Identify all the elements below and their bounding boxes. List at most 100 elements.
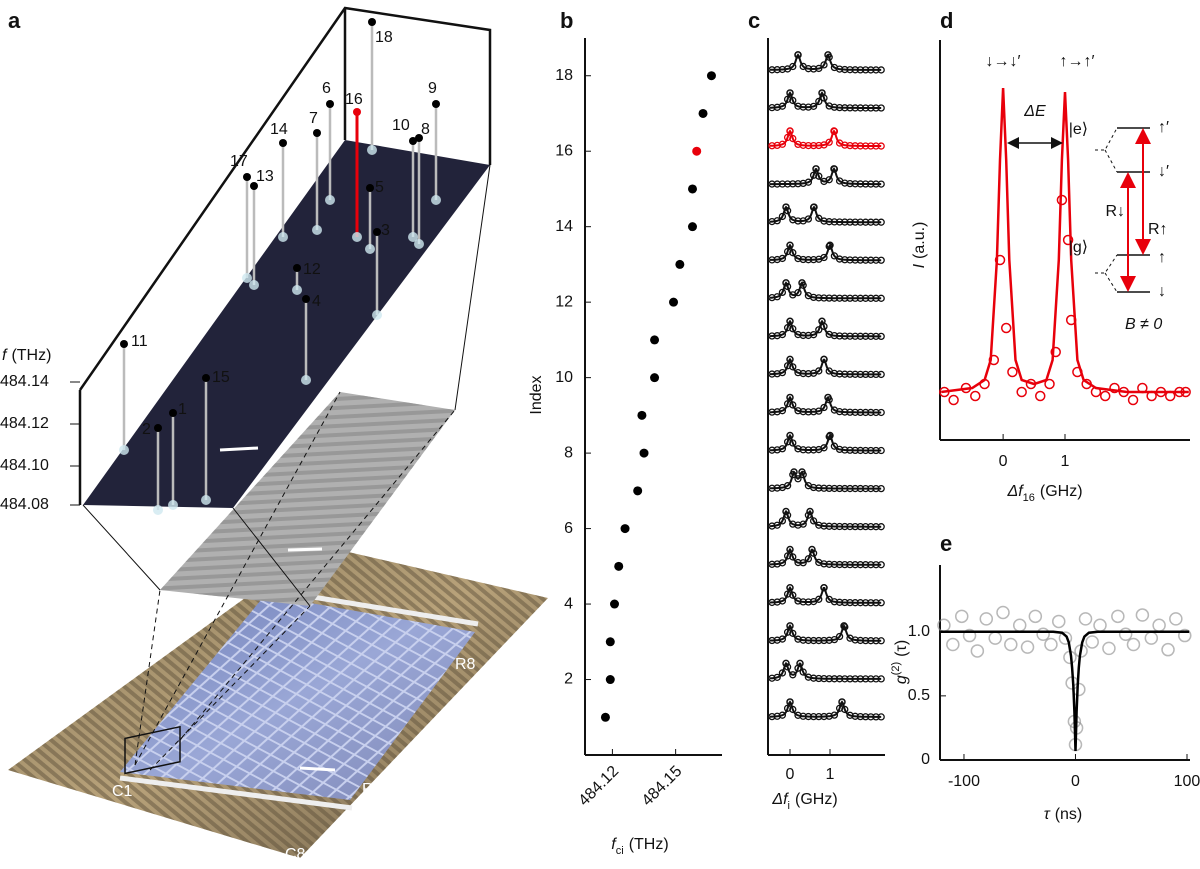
spectrum-marker [789,671,797,679]
spectrum-marker [841,104,849,112]
peak [838,698,846,706]
spectrum-marker [861,522,870,531]
peak [794,51,802,59]
spectrum-marker [794,140,802,149]
peak [782,203,790,211]
spectrum-marker [778,140,787,148]
pin-label: 7 [309,110,318,127]
peak [786,545,794,554]
y-axis-label-part: (τ) [893,640,910,657]
spectrum-marker [877,484,885,493]
x-axis-label-part: τ [1044,806,1051,823]
spectrum-marker [794,445,802,453]
spectrum-marker [820,294,828,302]
pin-spot [249,280,259,290]
annotation: ↓′ [1158,163,1169,180]
spectrum-marker [856,142,865,150]
point [979,612,994,626]
y-tick-label: 10 [555,369,573,386]
spectrum-marker [835,332,844,340]
spectrum-marker [804,331,813,340]
spectrum-marker [841,65,849,74]
spectrum-marker [851,712,859,720]
spectrum-marker [846,294,854,302]
point [962,628,977,643]
x-axis-label-part: (GHz) [1040,483,1083,500]
spectrum-marker [861,408,870,417]
spectrum-marker [872,446,880,455]
spectrum-marker [768,446,776,454]
pin-head [243,173,251,181]
point [706,71,716,81]
spectrum-marker [856,599,865,607]
spectrum-marker [789,363,797,371]
spectrum-marker [820,403,828,412]
pin-head [373,228,381,236]
spectrum-marker [851,599,859,607]
spectrum-marker [835,218,844,226]
spectrum-marker [846,332,854,340]
pin-label: 18 [375,29,393,46]
pin-label: 3 [381,222,390,239]
spectrum-marker [804,673,813,681]
spectrum-marker [809,674,818,682]
spectrum-marker [815,595,823,603]
spectrum-marker [809,408,818,416]
spectrum-marker [856,561,865,569]
spectrum-marker [799,668,807,676]
spectrum-marker [841,675,849,683]
point [1102,641,1116,656]
spectrum-marker [877,294,885,302]
box-frame [78,6,492,505]
point [633,486,643,496]
spectrum-marker [841,705,849,714]
tick-label: 484.14 [0,373,49,390]
spectrum-marker [815,367,823,375]
x-tick-label: 1 [1061,453,1070,470]
peak [826,241,834,249]
x-axis-label: Δf16 (GHz) [1006,483,1082,504]
spectrum-marker [846,141,854,150]
point [1161,642,1175,657]
spectrum-marker [820,444,828,452]
point [605,675,615,685]
x-axis-label-part: f [611,836,617,853]
spectrum-marker [768,636,776,645]
spectrum-marker [830,635,839,644]
spectrum-marker [815,97,823,106]
pin-head [120,340,128,348]
peak [808,545,816,554]
pin-label: 15 [212,369,230,386]
peak [786,431,794,440]
tick-label: 484.10 [0,457,49,474]
spectrum-marker [799,636,807,644]
spectrum-marker [789,180,797,188]
spectrum-marker [856,408,865,417]
point [1062,234,1074,246]
spectrum-marker [867,370,875,379]
annotation: ↑→↑′ [1060,53,1095,70]
spectrum-marker [872,142,880,150]
spectrum-marker [799,103,807,111]
spectrum-marker [841,256,849,264]
x-tick-label: 100 [1174,773,1200,790]
spectrum-marker [846,522,854,531]
spectrum-marker [825,560,833,568]
spectrum-marker [825,294,833,302]
annotation: |g⟩ [1069,239,1088,256]
spectrum-marker [867,66,875,74]
spectrum-marker [809,65,818,73]
spectrum-marker [841,598,849,607]
spectrum-marker [841,446,849,454]
spectrum-marker [856,675,865,683]
spectrum-marker [877,104,885,112]
spectrum-marker [846,179,854,188]
spectrum-marker [861,218,870,226]
spectrum-marker [872,256,880,264]
spectrum-marker [815,636,823,645]
spectrum-marker [835,294,844,302]
point [692,146,702,156]
pin-spot [408,232,418,242]
spectrum-marker [778,407,787,415]
spectrum-marker [809,256,818,264]
